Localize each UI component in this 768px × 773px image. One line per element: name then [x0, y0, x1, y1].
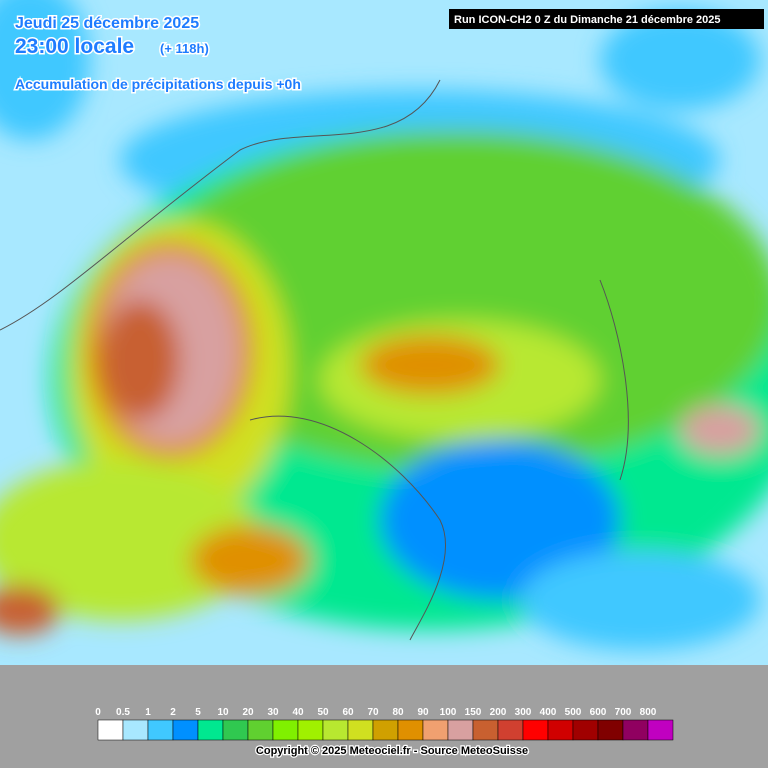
legend-label: 30 [267, 707, 279, 718]
legend-label: 5 [195, 707, 201, 718]
legend: 0 0.5 1 2 5 10 20 30 40 50 60 70 80 90 100 150 200 300 400… [95, 707, 674, 741]
legend-label: 50 [317, 707, 329, 718]
lead: (+ 118h) [160, 41, 209, 56]
run: Run ICON-CH2 0 Z du Dimanche 21 décembre… [454, 14, 721, 26]
legend-label: 80 [392, 707, 404, 718]
legend-swatch [422, 719, 449, 741]
legend-label: 2 [170, 707, 176, 718]
legend-label: 90 [417, 707, 429, 718]
legend-label: 500 [565, 707, 582, 718]
legend-swatch [247, 719, 274, 741]
legend-label: 150 [465, 707, 482, 718]
legend-label: 200 [490, 707, 507, 718]
copyright: Copyright © 2025 Meteociel.fr - Source M… [256, 745, 528, 757]
legend-swatch [372, 719, 399, 741]
legend-swatch [547, 719, 574, 741]
legend-swatch [647, 719, 674, 741]
legend-swatch [197, 719, 224, 741]
legend-swatch [572, 719, 599, 741]
legend-swatch [497, 719, 524, 741]
legend-label: 40 [292, 707, 304, 718]
legend-label: 10 [217, 707, 229, 718]
legend-label: 400 [540, 707, 557, 718]
legend-swatch [597, 719, 624, 741]
legend-label: 0.5 [116, 707, 130, 718]
legend-swatch [522, 719, 549, 741]
legend-swatch [222, 719, 249, 741]
subtitle: Accumulation de précipitations depuis +0… [15, 76, 301, 92]
legend-swatch [147, 719, 174, 741]
legend-label: 60 [342, 707, 354, 718]
legend-swatch [297, 719, 324, 741]
legend-label: 600 [590, 707, 607, 718]
legend-swatch [122, 719, 149, 741]
legend-swatch [97, 719, 124, 741]
legend-swatch [472, 719, 499, 741]
legend-swatch [447, 719, 474, 741]
legend-label: 100 [440, 707, 457, 718]
legend-label: 0 [95, 707, 101, 718]
run-box [449, 9, 764, 29]
legend-swatch [622, 719, 649, 741]
legend-label: 300 [515, 707, 532, 718]
legend-swatch [397, 719, 424, 741]
legend-swatch [172, 719, 199, 741]
legend-swatch [272, 719, 299, 741]
legend-swatch [347, 719, 374, 741]
legend-label: 20 [242, 707, 254, 718]
legend-swatch [322, 719, 349, 741]
legend-label: 1 [145, 707, 151, 718]
date: Jeudi 25 décembre 2025 [15, 15, 199, 32]
legend-label: 800 [640, 707, 657, 718]
time: 23:00 locale [15, 35, 134, 58]
legend-label: 70 [367, 707, 379, 718]
legend-label: 700 [615, 707, 632, 718]
